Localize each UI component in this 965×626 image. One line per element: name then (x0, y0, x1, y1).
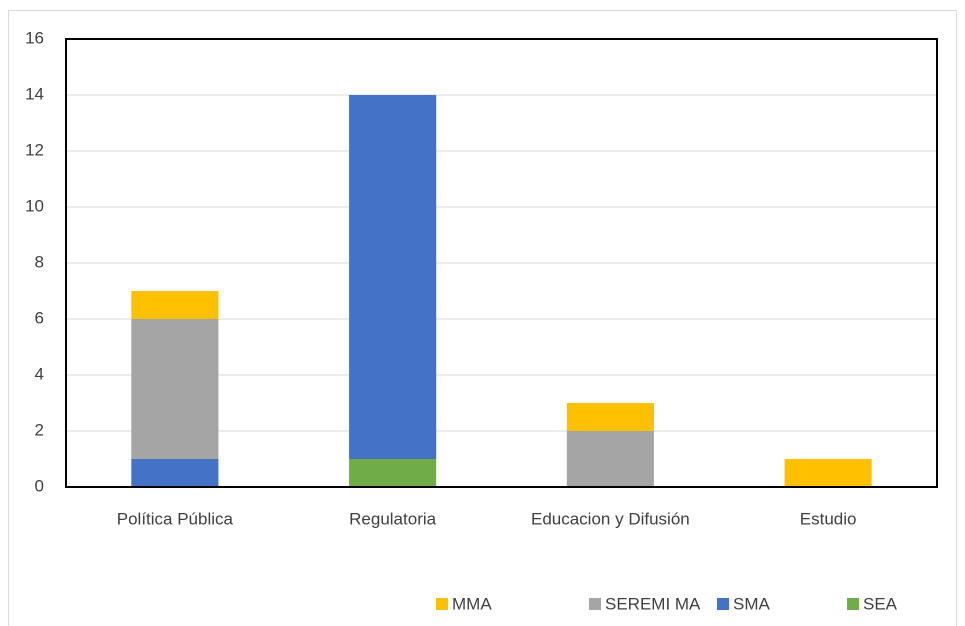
legend-swatch (717, 598, 729, 610)
bar-segment (131, 291, 219, 319)
x-tick-label: Política Pública (117, 509, 234, 528)
bar-segment (131, 459, 219, 487)
legend-label: MMA (452, 594, 492, 613)
y-tick-label: 16 (25, 28, 44, 47)
y-tick-label: 14 (25, 84, 44, 103)
bar-segment (131, 319, 219, 459)
legend-label: SEA (863, 594, 898, 613)
y-tick-label: 2 (35, 420, 44, 439)
bar-segment (566, 431, 654, 487)
bar-segment (349, 459, 437, 487)
x-tick-label: Regulatoria (349, 509, 436, 528)
bar-segment (349, 95, 437, 459)
bar-segment (566, 403, 654, 431)
plot-area-border (65, 38, 938, 488)
y-tick-label: 4 (35, 364, 44, 383)
legend-label: SEREMI MA (605, 594, 701, 613)
legend-label: SMA (733, 594, 771, 613)
y-tick-label: 6 (35, 308, 44, 327)
x-tick-label: Estudio (800, 509, 857, 528)
legend-swatch (436, 598, 448, 610)
y-tick-label: 8 (35, 252, 44, 271)
legend-swatch (589, 598, 601, 610)
bar-segment (784, 459, 872, 487)
x-tick-label: Educacion y Difusión (531, 509, 690, 528)
y-tick-label: 0 (35, 476, 44, 495)
legend-swatch (847, 598, 859, 610)
y-tick-label: 10 (25, 196, 44, 215)
y-tick-label: 12 (25, 140, 44, 159)
